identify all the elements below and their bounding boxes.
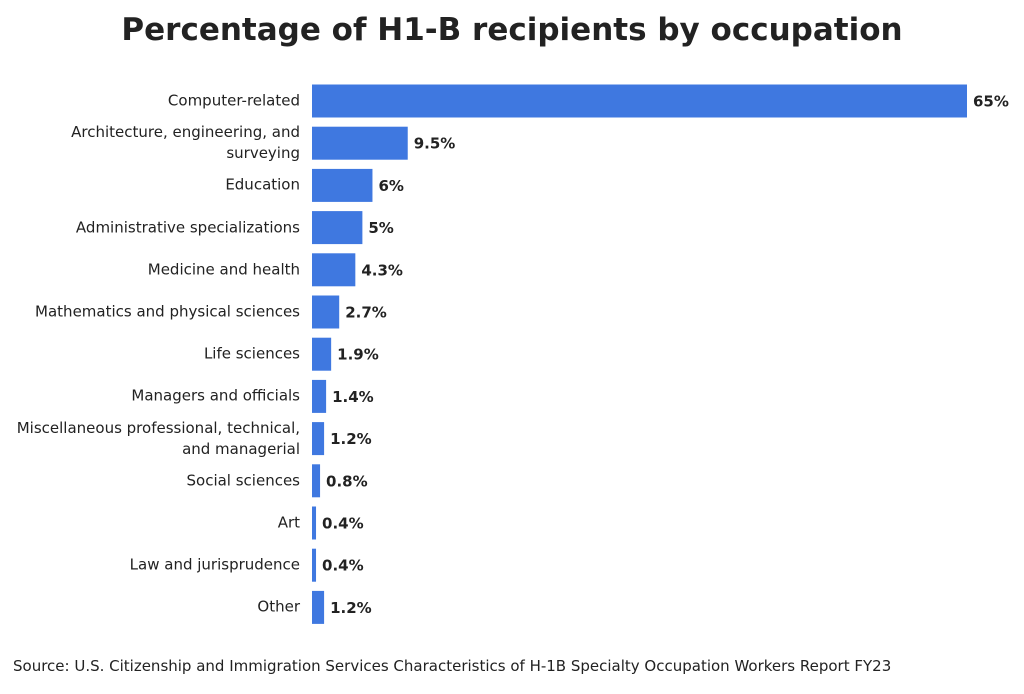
value-label: 0.8% <box>326 472 368 490</box>
category-label: Architecture, engineering, and surveying <box>71 123 300 163</box>
bar <box>312 211 363 245</box>
bar <box>312 168 373 202</box>
value-label: 1.4% <box>332 388 374 406</box>
value-label: 9.5% <box>414 135 456 153</box>
value-label: 2.7% <box>345 304 387 322</box>
category-label: Education <box>225 175 300 194</box>
bar <box>312 548 317 582</box>
bar <box>312 253 356 287</box>
bar <box>312 422 325 456</box>
category-label: Computer-related <box>167 91 300 110</box>
bar <box>312 464 321 498</box>
bar <box>312 506 317 540</box>
category-label: Mathematics and physical sciences <box>35 302 300 321</box>
value-label: 1.9% <box>337 346 379 364</box>
category-label: Medicine and health <box>147 260 300 279</box>
bar <box>312 337 332 371</box>
category-label: Administrative specializations <box>75 218 300 237</box>
value-label: 6% <box>378 177 403 195</box>
bar <box>312 295 340 329</box>
category-label: Law and jurisprudence <box>129 555 300 574</box>
bar <box>312 126 408 160</box>
chart-title: Percentage of H1-B recipients by occupat… <box>121 12 903 48</box>
category-label: Miscellaneous professional, technical, a… <box>16 418 300 458</box>
category-label: Other <box>257 597 300 616</box>
bar <box>312 590 325 624</box>
value-label: 0.4% <box>322 557 364 575</box>
value-label: 5% <box>368 219 393 237</box>
value-label: 0.4% <box>322 515 364 533</box>
value-label: 4.3% <box>361 261 403 279</box>
category-label: Art <box>277 513 300 532</box>
source-note: Source: U.S. Citizenship and Immigration… <box>13 657 892 675</box>
value-label: 1.2% <box>330 599 372 617</box>
bar <box>312 379 327 413</box>
value-label: 1.2% <box>330 430 372 448</box>
value-label: 65% <box>973 93 1009 111</box>
category-label: Managers and officials <box>131 386 300 405</box>
category-label: Social sciences <box>186 471 301 490</box>
bar <box>312 84 967 118</box>
category-label: Life sciences <box>203 344 300 363</box>
